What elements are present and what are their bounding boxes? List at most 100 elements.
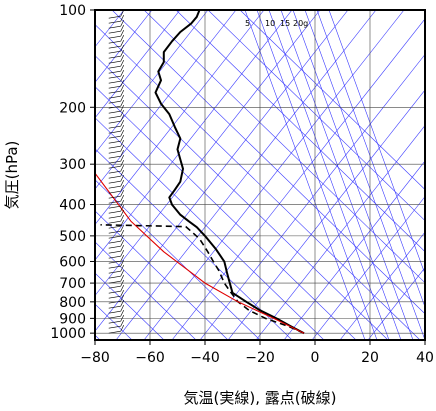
mixing-ratio-line (304, 10, 425, 340)
wind-barb-flag (120, 305, 125, 312)
isotherm-line (95, 24, 421, 340)
wind-barb (108, 100, 121, 104)
wind-barb-flag (120, 85, 125, 92)
wind-barb (108, 200, 121, 204)
dry-adiabat-line (95, 10, 293, 261)
wind-barb (108, 225, 121, 229)
isotherm-line (175, 10, 425, 253)
isotherm-line (207, 10, 425, 222)
wind-barb-flag (120, 100, 125, 107)
wind-barb (108, 205, 121, 209)
wind-barb (108, 295, 121, 299)
wind-barb-flag (120, 20, 125, 27)
wind-barb-flag (120, 90, 125, 97)
wind-barb (108, 315, 121, 319)
isotherm-line (239, 10, 425, 190)
x-tick-label: −40 (190, 350, 220, 366)
mixing-ratio-line (268, 10, 390, 340)
wind-barb (108, 155, 121, 159)
wind-barb-flag (120, 205, 125, 212)
wind-barb-flag (120, 10, 125, 17)
isotherm-line (111, 10, 425, 315)
dry-adiabat-line (143, 10, 405, 340)
wind-barb (108, 230, 121, 234)
isotherm-line (95, 179, 261, 340)
wind-barb-flag (120, 230, 125, 237)
wind-barb (108, 50, 121, 54)
wind-barb-flag (120, 75, 125, 82)
wind-barb (108, 85, 121, 89)
wind-barb (108, 215, 121, 219)
y-tick-label: 100 (59, 3, 86, 19)
y-tick-label: 900 (59, 311, 86, 327)
y-tick-label: 700 (59, 276, 86, 292)
mixing-ratio-line (244, 10, 366, 340)
wind-barb (108, 245, 121, 249)
y-tick-label: 1000 (50, 326, 86, 342)
wind-barb-flag (120, 320, 125, 327)
wind-barb-flag (120, 105, 125, 112)
wind-barb-flag (120, 35, 125, 42)
wind-barb (108, 275, 121, 279)
y-tick-label: 500 (59, 229, 86, 245)
wind-barb (108, 290, 121, 294)
wind-barb-flag (120, 170, 125, 177)
wind-barb (108, 320, 121, 324)
guide-lines (95, 10, 425, 340)
dry-adiabat-line (367, 267, 425, 340)
wind-barb-flag (120, 315, 125, 322)
wind-barb (108, 210, 121, 214)
mixing-ratio-label: 20g (293, 19, 308, 28)
wind-barb-flag (120, 190, 125, 197)
wind-barb (108, 75, 121, 79)
wind-barb (108, 265, 121, 269)
wind-barb-flag (120, 175, 125, 182)
y-tick-label: 300 (59, 157, 86, 173)
wind-barb (108, 45, 121, 49)
wind-barb-flag (120, 60, 125, 67)
temperature-line (154, 10, 305, 335)
wind-barb-flag (120, 255, 125, 262)
wind-barb (108, 105, 121, 109)
wind-barb-flag (120, 195, 125, 202)
wind-barb (108, 165, 121, 169)
dry-adiabat-line (171, 18, 425, 340)
wind-barb (108, 305, 121, 309)
mixing-ratio-line (256, 10, 378, 340)
y-tick-label: 200 (59, 100, 86, 116)
isotherm-line (95, 55, 389, 340)
wind-barb (108, 80, 121, 84)
dry-adiabat-line (115, 10, 377, 340)
wind-barb (108, 135, 121, 139)
wind-barb-flag (120, 95, 125, 102)
dry-adiabat-line (95, 10, 209, 154)
dry-adiabat-line (95, 10, 237, 190)
wind-barb (108, 145, 121, 149)
wind-barb (108, 65, 121, 69)
wind-barb (108, 40, 121, 44)
wind-barb (108, 240, 121, 244)
wind-barb (108, 190, 121, 194)
isotherm-line (95, 86, 357, 340)
wind-barb-flag (120, 120, 125, 127)
wind-barb-flag (120, 45, 125, 52)
wind-barb (108, 235, 121, 239)
wind-barb (108, 130, 121, 134)
wind-barb (108, 255, 121, 259)
wind-barb-flag (120, 290, 125, 297)
dry-adiabat-line (339, 231, 425, 340)
wind-barb-flag (120, 25, 125, 32)
isotherm-line (95, 148, 293, 340)
wind-barb (108, 60, 121, 64)
wind-barb-flag (120, 125, 125, 132)
isotherm-line (95, 241, 197, 340)
wind-barb-flag (120, 250, 125, 257)
wind-barb-flag (120, 135, 125, 142)
axis-ticks: −80 −60 −40 −20 0 20 40 100 200 300 400 500 600 700 80… (50, 3, 434, 366)
wind-barb (108, 150, 121, 154)
wind-barb-flag (120, 80, 125, 87)
wind-barb-flag (120, 280, 125, 287)
mixing-ratio-label: 5 (245, 19, 250, 28)
wind-barb-flag (120, 295, 125, 302)
wind-barb-flag (120, 260, 125, 267)
